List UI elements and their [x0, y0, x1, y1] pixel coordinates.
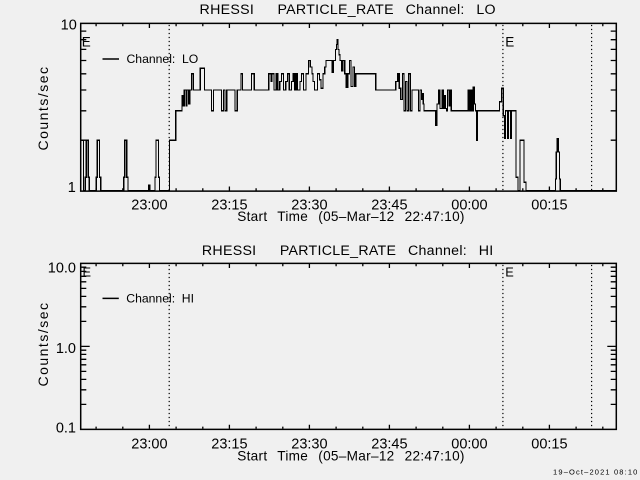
svg-text:10.0: 10.0: [48, 261, 76, 277]
svg-text:19–Oct–2021 08:10: 19–Oct–2021 08:10: [553, 467, 638, 476]
svg-text:Start Time (05–Mar–12 22:47:10: Start Time (05–Mar–12 22:47:10): [237, 209, 465, 224]
svg-text:Counts/sec: Counts/sec: [35, 301, 51, 386]
svg-text:Channel: LO: Channel: LO: [127, 52, 199, 66]
svg-text:Start Time (05–Mar–12 22:47:10: Start Time (05–Mar–12 22:47:10): [237, 448, 465, 463]
svg-text:RHESSI PARTICLE_RATE Channel:: RHESSI PARTICLE_RATE Channel: HI: [202, 243, 494, 259]
svg-text:23:00: 23:00: [131, 198, 167, 214]
svg-text:23:00: 23:00: [131, 436, 167, 452]
svg-text:RHESSI PARTICLE_RATE Channel:: RHESSI PARTICLE_RATE Channel: LO: [200, 2, 496, 18]
svg-text:23:30: 23:30: [291, 436, 327, 452]
svg-text:10: 10: [61, 18, 77, 34]
svg-text:00:00: 00:00: [451, 436, 487, 452]
svg-text:23:30: 23:30: [291, 198, 327, 214]
svg-text:E: E: [82, 35, 91, 50]
svg-text:Counts/sec: Counts/sec: [35, 65, 51, 150]
svg-text:E: E: [83, 264, 92, 279]
svg-text:00:15: 00:15: [531, 198, 567, 214]
svg-text:Channel: HI: Channel: HI: [126, 292, 194, 306]
svg-text:E: E: [505, 35, 514, 50]
svg-text:23:45: 23:45: [371, 198, 407, 214]
svg-text:0.1: 0.1: [56, 420, 76, 436]
svg-text:E: E: [505, 264, 514, 279]
svg-text:00:00: 00:00: [451, 198, 487, 214]
svg-text:00:15: 00:15: [531, 436, 567, 452]
svg-text:23:45: 23:45: [371, 436, 407, 452]
svg-text:23:15: 23:15: [211, 198, 247, 214]
svg-text:1.0: 1.0: [56, 341, 76, 357]
svg-text:23:15: 23:15: [211, 436, 247, 452]
svg-text:1: 1: [68, 180, 76, 196]
